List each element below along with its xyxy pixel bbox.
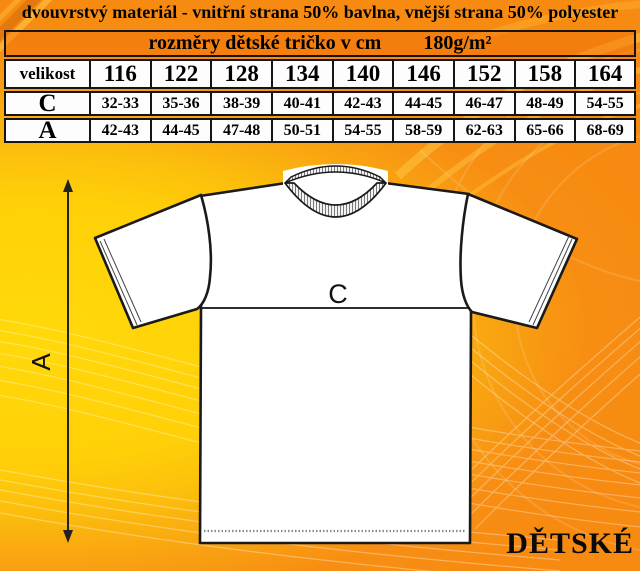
- row-label-A: A: [4, 118, 90, 143]
- measure-cell: 38-39: [211, 91, 272, 116]
- right-cuff-stitching: [528, 235, 573, 326]
- measure-cell: 50-51: [271, 118, 333, 143]
- measure-cell: 42-43: [90, 118, 151, 143]
- size-cell: 134: [271, 59, 333, 89]
- size-cell: 152: [453, 59, 515, 89]
- measure-cell: 62-63: [453, 118, 515, 143]
- collar-back-band: [284, 165, 387, 184]
- row-label-C: C: [4, 91, 90, 116]
- measure-cell: 46-47: [453, 91, 515, 116]
- table-title-cell: rozměry dětské tričko v cm 180g/m²: [4, 30, 636, 57]
- right-sleeve: [459, 192, 579, 330]
- measure-cell: 58-59: [393, 118, 454, 143]
- length-arrow: [63, 179, 73, 543]
- size-cell: 122: [150, 59, 212, 89]
- measure-cell: 65-66: [514, 118, 576, 143]
- chest-line-label: C: [328, 279, 348, 309]
- table-title-row: rozměry dětské tričko v cm 180g/m²: [4, 30, 636, 57]
- length-arrow-label: A: [26, 353, 56, 371]
- table-weight-text: 180g/m²: [423, 32, 492, 54]
- measure-cell: 47-48: [211, 118, 272, 143]
- measure-cell: 54-55: [575, 91, 636, 116]
- measure-cell: 48-49: [514, 91, 576, 116]
- category-label: DĚTSKÉ: [506, 527, 634, 560]
- material-note: dvouvrstvý materiál - vnitřní strana 50%…: [21, 2, 619, 22]
- left-cuff-stitching: [99, 238, 142, 326]
- chest-row: C 32-33 35-36 38-39 40-41 42-43 44-45 46…: [4, 91, 636, 116]
- left-sleeve: [93, 193, 213, 330]
- measure-cell: 44-45: [393, 91, 454, 116]
- size-cell: 164: [575, 59, 636, 89]
- measure-cell: 32-33: [90, 91, 151, 116]
- sizes-header-row: velikost 116 122 128 134 140 146 152 158…: [4, 59, 636, 89]
- corner-label-cell: velikost: [4, 59, 90, 89]
- table-title-text: rozměry dětské tričko v cm: [148, 32, 382, 54]
- length-row: A 42-43 44-45 47-48 50-51 54-55 58-59 62…: [4, 118, 636, 143]
- measure-cell: 54-55: [332, 118, 394, 143]
- size-table: rozměry dětské tričko v cm 180g/m² velik…: [4, 28, 636, 145]
- measure-cell: 42-43: [332, 91, 394, 116]
- tshirt-body: [198, 181, 473, 545]
- size-cell: 158: [514, 59, 576, 89]
- size-cell: 146: [393, 59, 454, 89]
- measure-cell: 40-41: [271, 91, 333, 116]
- measure-cell: 68-69: [575, 118, 636, 143]
- measure-cell: 35-36: [150, 91, 212, 116]
- corner-stripes-icon: [0, 0, 53, 53]
- size-cell: 116: [90, 59, 151, 89]
- collar-front-band: [284, 182, 387, 218]
- measure-cell: 44-45: [150, 118, 212, 143]
- size-cell: 140: [332, 59, 394, 89]
- size-cell: 128: [211, 59, 272, 89]
